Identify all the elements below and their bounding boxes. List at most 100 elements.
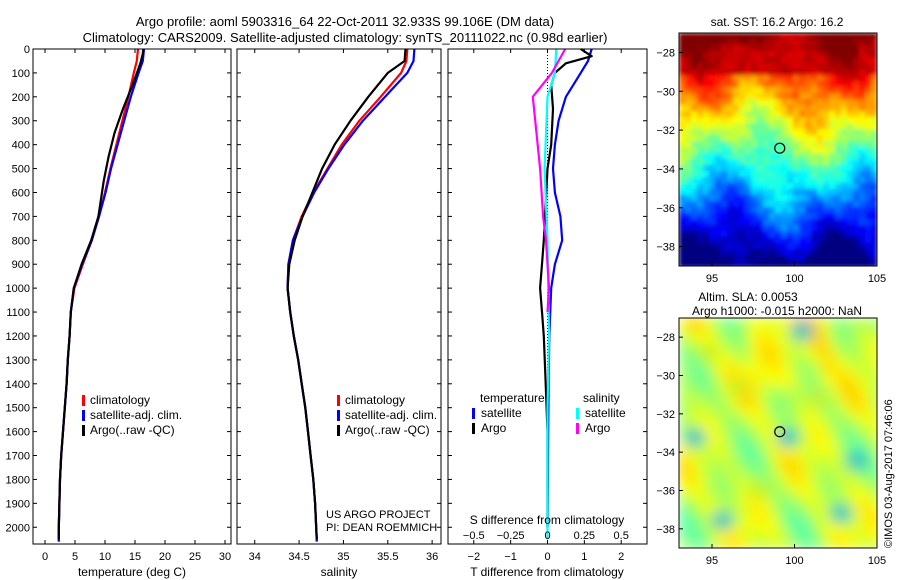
sst-cell — [865, 255, 872, 262]
sla-cell — [679, 465, 687, 473]
sla-cell — [742, 374, 750, 382]
sla-cell — [742, 332, 750, 340]
sla-cell — [826, 367, 834, 375]
sst-cell — [757, 123, 764, 130]
sst-cell — [775, 39, 782, 46]
series-line-salinity-argo — [531, 48, 567, 313]
sla-cell — [791, 458, 799, 466]
sla-cell — [847, 318, 855, 326]
sst-cell — [805, 189, 812, 196]
sst-cell — [787, 195, 794, 202]
sst-cell — [763, 111, 770, 118]
sst-cell — [829, 237, 836, 244]
sla-cell — [777, 360, 785, 368]
sst-cell — [865, 201, 872, 208]
sst-cell — [835, 231, 842, 238]
sla-cell — [707, 430, 715, 438]
sst-cell — [739, 201, 746, 208]
sst-cell — [715, 141, 722, 148]
sla-cell — [707, 332, 715, 340]
sla-cell — [679, 346, 687, 354]
sst-cell — [799, 69, 806, 76]
sla-cell — [763, 451, 771, 459]
sst-cell — [727, 243, 734, 250]
sst-cell — [763, 123, 770, 130]
sla-cell — [875, 360, 877, 368]
sla-heatmap-field — [679, 318, 877, 548]
sla-cell — [875, 416, 877, 424]
sst-cell — [757, 195, 764, 202]
sla-cell — [840, 388, 848, 396]
sst-cell — [685, 129, 692, 136]
x-tick-label: 36 — [426, 551, 438, 563]
sla-cell — [714, 500, 722, 508]
sst-cell — [853, 87, 860, 94]
sla-cell — [742, 346, 750, 354]
sst-cell — [865, 51, 872, 58]
sst-cell — [823, 261, 830, 266]
sst-cell — [865, 153, 872, 160]
sla-cell — [784, 381, 792, 389]
sla-cell — [742, 465, 750, 473]
sst-cell — [679, 105, 686, 112]
sla-cell — [756, 472, 764, 480]
sst-cell — [865, 225, 872, 232]
sst-cell — [781, 171, 788, 178]
sla-cell — [686, 444, 694, 452]
sla-cell — [770, 416, 778, 424]
sla-cell — [868, 402, 876, 410]
sla-cell — [679, 472, 687, 480]
sla-cell — [721, 430, 729, 438]
sst-cell — [745, 81, 752, 88]
x-tick-label: 1 — [581, 551, 587, 563]
sla-cell — [840, 528, 848, 536]
sst-cell — [709, 237, 716, 244]
sla-cell — [812, 472, 820, 480]
sla-cell — [798, 381, 806, 389]
sst-cell — [817, 207, 824, 214]
sla-cell — [693, 339, 701, 347]
sla-cell — [840, 367, 848, 375]
sst-cell — [847, 177, 854, 184]
sla-cell — [693, 458, 701, 466]
sst-cell — [757, 225, 764, 232]
sst-cell — [745, 189, 752, 196]
sla-cell — [868, 521, 876, 529]
sst-cell — [751, 237, 758, 244]
sst-cell — [727, 117, 734, 124]
sla-cell — [721, 542, 729, 548]
sst-cell — [841, 225, 848, 232]
sla-cell — [791, 395, 799, 403]
sla-cell — [784, 402, 792, 410]
sst-cell — [685, 123, 692, 130]
sst-cell — [805, 33, 812, 40]
sst-cell — [697, 255, 704, 262]
sst-cell — [805, 177, 812, 184]
sst-cell — [703, 153, 710, 160]
sst-cell — [715, 207, 722, 214]
sla-cell — [679, 360, 687, 368]
sla-cell — [854, 507, 862, 515]
sla-cell — [693, 353, 701, 361]
sst-cell — [841, 69, 848, 76]
sla-cell — [777, 409, 785, 417]
sst-cell — [811, 87, 818, 94]
sst-cell — [679, 237, 686, 244]
sst-cell — [793, 219, 800, 226]
sla-cell — [679, 353, 687, 361]
sst-cell — [769, 99, 776, 106]
sst-cell — [799, 153, 806, 160]
map-lat-tick-label: −34 — [656, 164, 675, 176]
sst-cell — [727, 261, 734, 266]
sla-cell — [735, 458, 743, 466]
sst-cell — [763, 69, 770, 76]
sst-cell — [697, 111, 704, 118]
sst-cell — [757, 45, 764, 52]
sst-cell — [697, 213, 704, 220]
sla-cell — [770, 465, 778, 473]
sla-cell — [826, 451, 834, 459]
sst-cell — [679, 261, 686, 266]
sla-cell — [791, 409, 799, 417]
sla-cell — [840, 325, 848, 333]
sst-cell — [685, 189, 692, 196]
